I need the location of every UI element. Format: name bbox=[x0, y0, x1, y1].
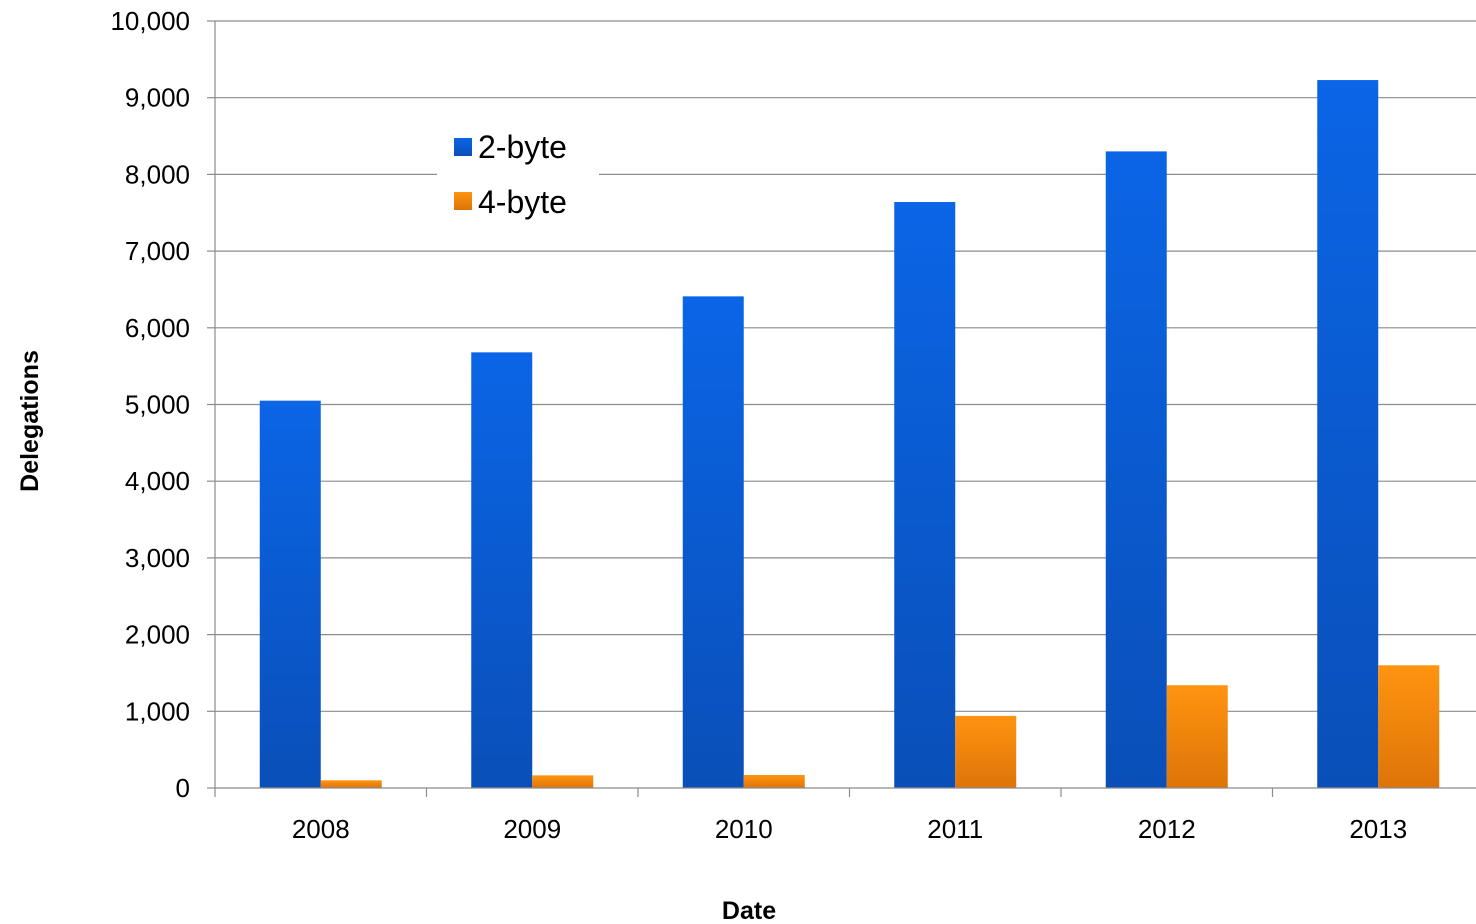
bars bbox=[259, 80, 1440, 789]
x-tick-label: 2013 bbox=[1349, 814, 1407, 844]
y-axis-title: Delegations bbox=[16, 350, 44, 492]
bar-2-byte-2009 bbox=[471, 352, 533, 788]
x-tick-label: 2008 bbox=[292, 814, 350, 844]
legend-swatch-2-byte bbox=[454, 138, 472, 156]
y-axis: 0 1,000 2,000 3,000 4,000 5,000 6,000 7,000 8,00… bbox=[110, 6, 216, 803]
x-axis-title: Date bbox=[722, 897, 776, 924]
legend: 2-byte 4-byte bbox=[437, 122, 599, 234]
bar-4-byte-2011 bbox=[955, 715, 1017, 788]
bar-4-byte-2009 bbox=[532, 775, 594, 788]
gridlines bbox=[215, 20, 1476, 712]
x-axis: 2008 2009 2010 2011 2012 2013 bbox=[214, 787, 1476, 844]
bar-2-byte-2011 bbox=[894, 202, 956, 789]
y-tick-label: 0 bbox=[176, 773, 190, 803]
y-tick-label: 3,000 bbox=[125, 543, 190, 573]
bar-2-byte-2013 bbox=[1317, 80, 1379, 788]
legend-swatch-4-byte bbox=[454, 192, 472, 210]
y-tick-label: 6,000 bbox=[125, 313, 190, 343]
x-tick-label: 2011 bbox=[927, 814, 983, 844]
legend-label-4-byte: 4-byte bbox=[478, 184, 567, 220]
y-tick-label: 9,000 bbox=[125, 83, 190, 113]
bar-4-byte-2013 bbox=[1378, 665, 1440, 788]
bar-4-byte-2010 bbox=[743, 774, 805, 788]
bar-2-byte-2008 bbox=[259, 400, 321, 788]
legend-label-2-byte: 2-byte bbox=[478, 129, 567, 165]
bar-2-byte-2012 bbox=[1105, 151, 1167, 788]
bar-4-byte-2012 bbox=[1166, 685, 1228, 788]
y-tick-label: 1,000 bbox=[125, 696, 190, 726]
x-tick-label: 2010 bbox=[715, 814, 773, 844]
y-tick-label: 4,000 bbox=[125, 466, 190, 496]
y-tick-label: 2,000 bbox=[125, 620, 190, 650]
x-tick-label: 2012 bbox=[1138, 814, 1196, 844]
y-tick-label: 7,000 bbox=[125, 236, 190, 266]
x-tick-label: 2009 bbox=[503, 814, 561, 844]
y-tick-label: 10,000 bbox=[110, 6, 190, 36]
bar-4-byte-2008 bbox=[320, 780, 382, 788]
bar-2-byte-2010 bbox=[682, 296, 744, 788]
y-tick-label: 8,000 bbox=[125, 159, 190, 189]
y-tick-label: 5,000 bbox=[125, 390, 190, 420]
